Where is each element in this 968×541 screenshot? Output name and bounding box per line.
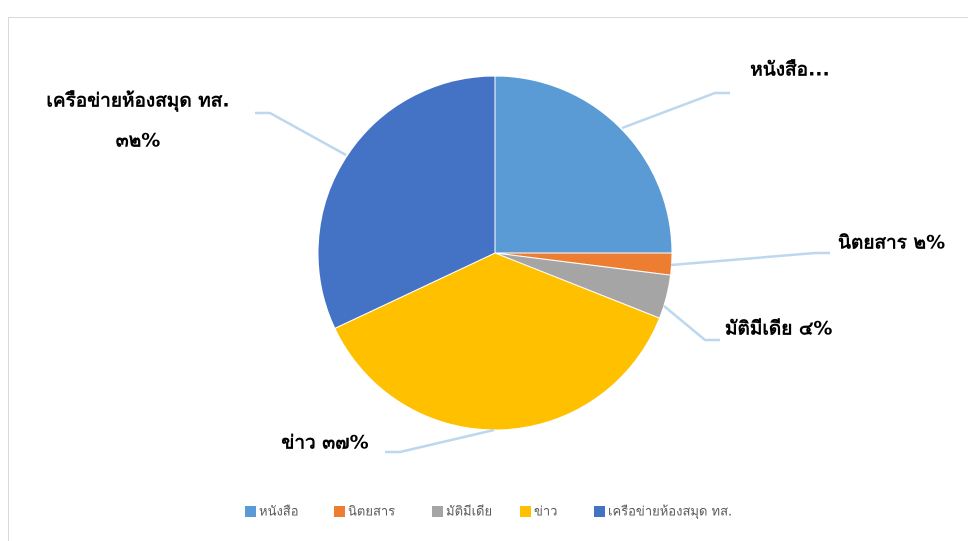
pie-slice <box>334 252 661 431</box>
data-label: นิตยสาร ๒% <box>838 232 945 254</box>
data-label: หนังสือ... <box>750 59 829 81</box>
legend-swatch <box>520 506 531 517</box>
legend-label: ข่าว <box>534 505 558 520</box>
leader-line <box>663 305 720 342</box>
data-label: เครือข่ายห้องสมุด ทส. <box>46 90 229 113</box>
leader-line <box>621 91 730 130</box>
legend-swatch <box>432 506 443 517</box>
pie-slice <box>317 75 496 330</box>
legend-label: มัติมีเดีย <box>446 504 492 520</box>
legend-swatch <box>594 506 605 517</box>
legend-label: หนังสือ <box>259 504 299 520</box>
legend-swatch <box>245 506 256 517</box>
legend-label: นิตยสาร <box>348 505 395 520</box>
data-label: ๓๒% <box>116 130 161 152</box>
leader-line <box>385 428 495 454</box>
data-label: มัติมีเดีย ๔% <box>725 318 832 340</box>
leader-line <box>670 251 830 267</box>
data-label: ข่าว ๓๗% <box>281 432 368 454</box>
legend-label: เครือข่ายห้องสมุด ทส. <box>608 504 732 520</box>
legend-swatch <box>334 506 345 517</box>
leader-line <box>255 111 347 157</box>
pie-slice <box>494 75 673 254</box>
